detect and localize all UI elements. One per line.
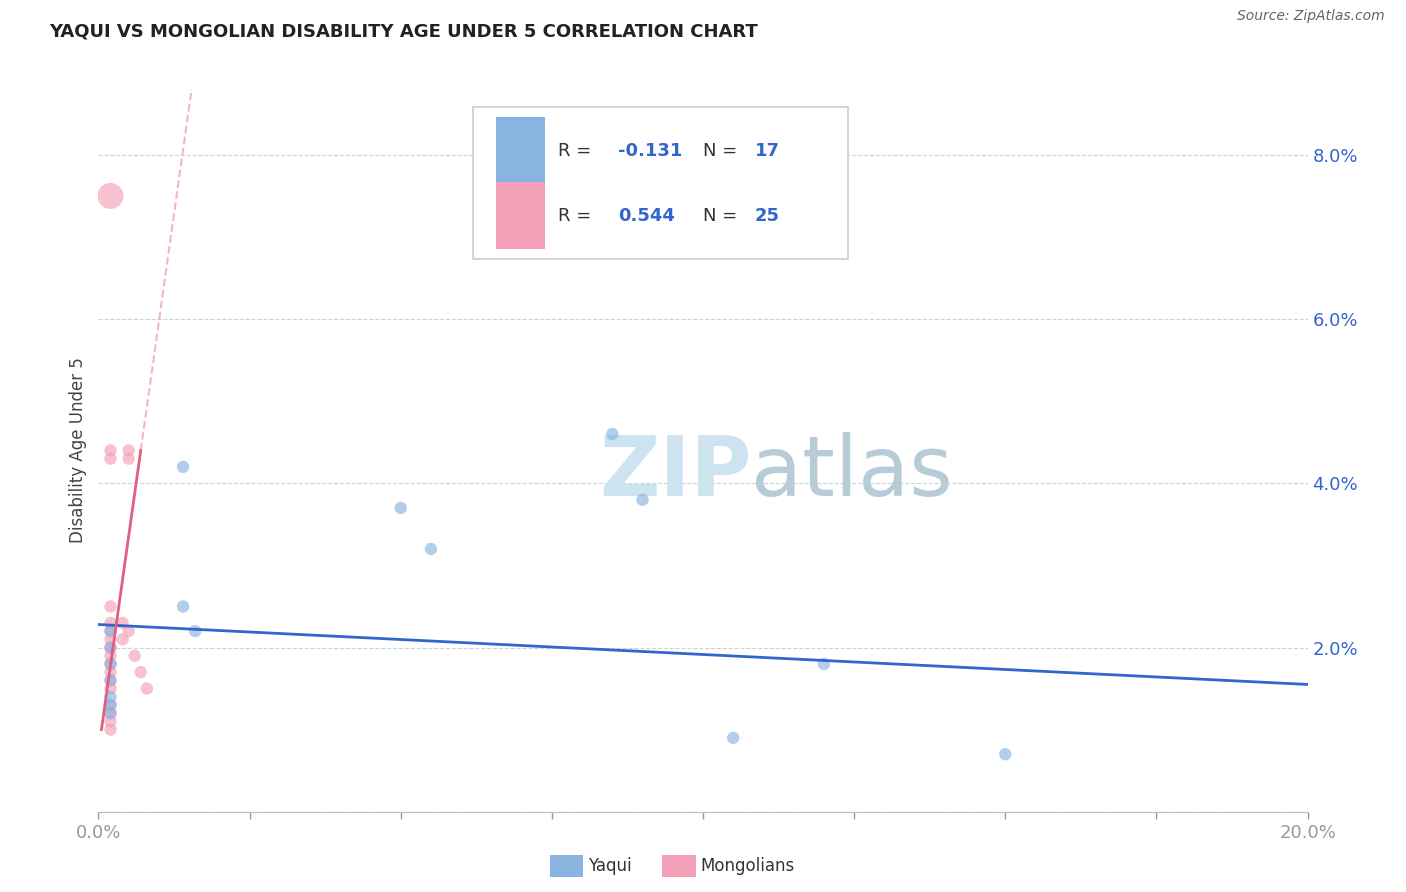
Point <box>100 640 122 655</box>
Point <box>100 706 122 721</box>
Point <box>100 443 122 458</box>
Point <box>631 492 654 507</box>
Point <box>100 657 122 671</box>
Point <box>100 189 122 203</box>
Text: 25: 25 <box>755 207 780 225</box>
Point <box>118 451 141 466</box>
Point <box>100 673 122 688</box>
FancyBboxPatch shape <box>496 118 544 184</box>
Text: atlas: atlas <box>751 432 953 513</box>
Point <box>118 624 141 639</box>
Point <box>994 747 1017 762</box>
Point <box>129 665 152 680</box>
Text: 0.544: 0.544 <box>619 207 675 225</box>
Point <box>111 615 134 630</box>
Text: YAQUI VS MONGOLIAN DISABILITY AGE UNDER 5 CORRELATION CHART: YAQUI VS MONGOLIAN DISABILITY AGE UNDER … <box>49 22 758 40</box>
Text: 17: 17 <box>755 142 780 160</box>
Text: -0.131: -0.131 <box>619 142 683 160</box>
Point <box>100 648 122 663</box>
Point <box>602 427 624 442</box>
Point <box>172 599 194 614</box>
Point <box>100 657 122 671</box>
FancyBboxPatch shape <box>474 107 848 259</box>
Point <box>100 690 122 704</box>
Point <box>100 698 122 712</box>
Point <box>723 731 745 745</box>
Text: R =: R = <box>558 207 598 225</box>
Text: R =: R = <box>558 142 598 160</box>
Point <box>118 443 141 458</box>
Text: Yaqui: Yaqui <box>588 857 631 875</box>
Point <box>100 673 122 688</box>
Point <box>100 723 122 737</box>
Point <box>100 698 122 712</box>
Point <box>100 714 122 729</box>
Point <box>100 599 122 614</box>
Point <box>135 681 157 696</box>
Point <box>100 640 122 655</box>
Text: N =: N = <box>703 207 742 225</box>
Point <box>100 624 122 639</box>
Point <box>100 632 122 647</box>
Point <box>184 624 207 639</box>
Text: ZIP: ZIP <box>599 432 751 513</box>
Point <box>100 624 122 639</box>
Text: N =: N = <box>703 142 742 160</box>
Point <box>172 459 194 474</box>
Point <box>100 451 122 466</box>
Point <box>100 706 122 721</box>
Point <box>124 648 146 663</box>
FancyBboxPatch shape <box>496 182 544 249</box>
Point <box>389 500 412 515</box>
Text: Source: ZipAtlas.com: Source: ZipAtlas.com <box>1237 9 1385 23</box>
Point <box>813 657 835 671</box>
Point <box>420 541 443 556</box>
Text: Mongolians: Mongolians <box>700 857 794 875</box>
Point <box>100 615 122 630</box>
Point <box>100 681 122 696</box>
Y-axis label: Disability Age Under 5: Disability Age Under 5 <box>69 358 87 543</box>
Point <box>100 665 122 680</box>
Point <box>111 632 134 647</box>
